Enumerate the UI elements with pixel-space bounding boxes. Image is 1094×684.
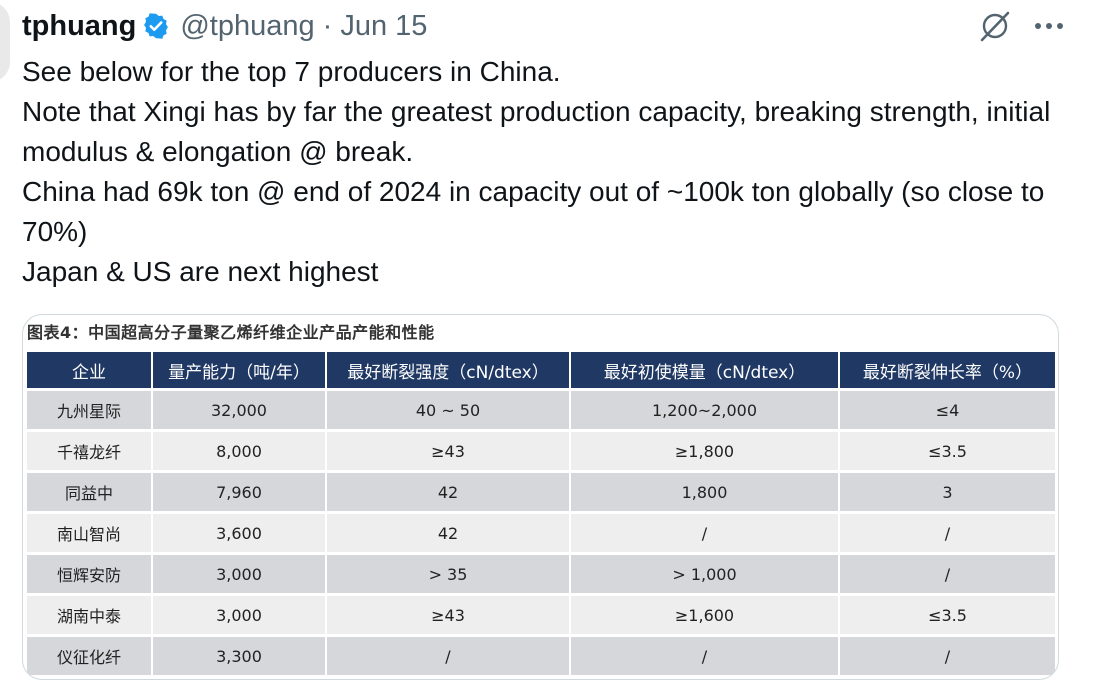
modulus-cell: ≥1,600 <box>571 596 838 634</box>
strength-cell: ≥43 <box>327 596 569 634</box>
figure-caption: 图表4：中国超高分子量聚乙烯纤维企业产品产能和性能 <box>27 323 435 342</box>
tweet-header: tphuang @tphuang · Jun 15 <box>22 6 1064 46</box>
strength-cell: ≥43 <box>327 432 569 470</box>
capacity-cell: 32,000 <box>153 391 325 429</box>
column-header: 最好初使模量（cN/dtex） <box>571 352 838 388</box>
capacity-cell: 3,300 <box>153 637 325 675</box>
modulus-cell: > 1,000 <box>571 555 838 593</box>
verified-badge-icon <box>142 12 170 40</box>
elongation-cell: ≤4 <box>840 391 1055 429</box>
table-row: 同益中 7,960 42 1,800 3 <box>27 473 1055 511</box>
strength-cell: 40 ~ 50 <box>327 391 569 429</box>
column-header: 量产能力（吨/年） <box>153 352 325 388</box>
strength-cell: 42 <box>327 473 569 511</box>
table-row: 南山智尚 3,600 42 / / <box>27 514 1055 552</box>
column-header: 企业 <box>27 352 151 388</box>
column-header: 最好断裂伸长率（%） <box>840 352 1055 388</box>
company-cell: 仪征化纤 <box>27 637 151 675</box>
company-cell: 恒辉安防 <box>27 555 151 593</box>
tweet-text: See below for the top 7 producers in Chi… <box>22 52 1062 292</box>
header-actions <box>978 6 1064 46</box>
more-options-icon[interactable] <box>1034 21 1064 31</box>
author-handle[interactable]: @tphuang <box>180 9 315 42</box>
capacity-cell: 7,960 <box>153 473 325 511</box>
modulus-cell: / <box>571 637 838 675</box>
elongation-cell: ≤3.5 <box>840 432 1055 470</box>
tweet-date[interactable]: Jun 15 <box>340 9 428 42</box>
table-header-row: 企业 量产能力（吨/年） 最好断裂强度（cN/dtex） 最好初使模量（cN/d… <box>27 352 1055 388</box>
capacity-cell: 3,000 <box>153 555 325 593</box>
tweet-media-image[interactable]: 图表4：中国超高分子量聚乙烯纤维企业产品产能和性能 企业 量产能力（吨/年） 最… <box>22 314 1059 680</box>
strength-cell: > 35 <box>327 555 569 593</box>
elongation-cell: 3 <box>840 473 1055 511</box>
tweet-line: China had 69k ton @ end of 2024 in capac… <box>22 176 1045 247</box>
modulus-cell: ≥1,800 <box>571 432 838 470</box>
modulus-cell: 1,200~2,000 <box>571 391 838 429</box>
capacity-cell: 8,000 <box>153 432 325 470</box>
column-header: 最好断裂强度（cN/dtex） <box>327 352 569 388</box>
producers-table: 企业 量产能力（吨/年） 最好断裂强度（cN/dtex） 最好初使模量（cN/d… <box>25 349 1057 678</box>
table-row: 千禧龙纤 8,000 ≥43 ≥1,800 ≤3.5 <box>27 432 1055 470</box>
table-row: 湖南中泰 3,000 ≥43 ≥1,600 ≤3.5 <box>27 596 1055 634</box>
elongation-cell: / <box>840 637 1055 675</box>
modulus-cell: 1,800 <box>571 473 838 511</box>
company-cell: 南山智尚 <box>27 514 151 552</box>
tweet-line: Japan & US are next highest <box>22 256 379 287</box>
table-row: 九州星际 32,000 40 ~ 50 1,200~2,000 ≤4 <box>27 391 1055 429</box>
company-cell: 九州星际 <box>27 391 151 429</box>
elongation-cell: ≤3.5 <box>840 596 1055 634</box>
author-name[interactable]: tphuang <box>22 9 137 42</box>
table-row: 恒辉安防 3,000 > 35 > 1,000 / <box>27 555 1055 593</box>
elongation-cell: / <box>840 555 1055 593</box>
tweet-line: See below for the top 7 producers in Chi… <box>22 56 561 87</box>
grok-icon[interactable] <box>978 9 1012 43</box>
modulus-cell: / <box>571 514 838 552</box>
capacity-cell: 3,000 <box>153 596 325 634</box>
avatar[interactable] <box>0 2 10 82</box>
company-cell: 湖南中泰 <box>27 596 151 634</box>
strength-cell: 42 <box>327 514 569 552</box>
elongation-cell: / <box>840 514 1055 552</box>
company-cell: 同益中 <box>27 473 151 511</box>
tweet-line: Note that Xingi has by far the greatest … <box>22 96 1051 167</box>
company-cell: 千禧龙纤 <box>27 432 151 470</box>
capacity-cell: 3,600 <box>153 514 325 552</box>
separator-dot: · <box>322 9 333 42</box>
table-row: 仪征化纤 3,300 / / / <box>27 637 1055 675</box>
strength-cell: / <box>327 637 569 675</box>
